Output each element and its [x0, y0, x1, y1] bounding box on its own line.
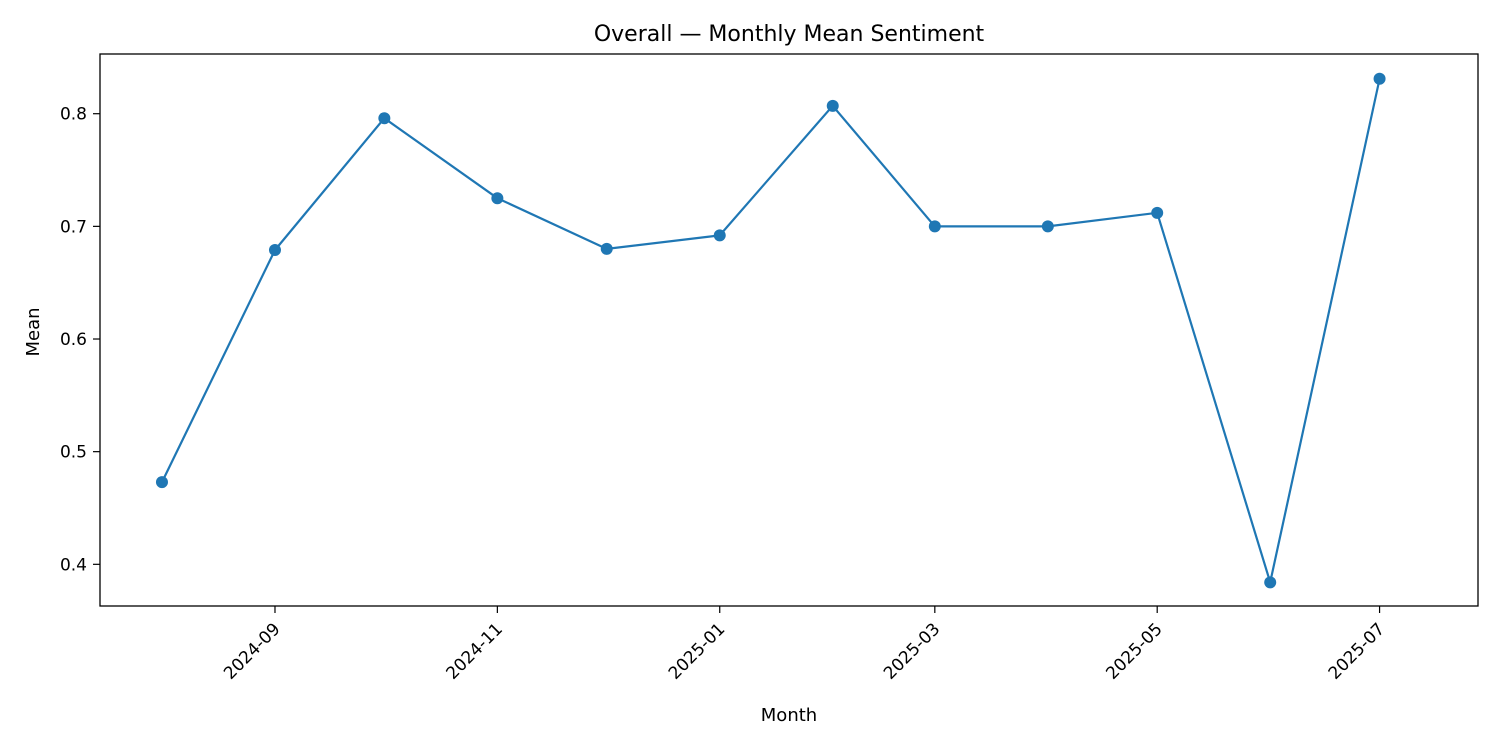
data-point-2024-12 — [600, 242, 613, 255]
y-tick-label-1: 0.5 — [60, 443, 87, 463]
data-point-2025-05 — [1151, 206, 1164, 219]
x-axis-label: Month — [761, 705, 817, 726]
y-tick-label-2: 0.6 — [60, 330, 87, 350]
data-point-2024-11 — [491, 192, 504, 205]
plot-area: 0.4 0.5 0.6 0.7 0.8 2024-09 2024-11 2025-01 2025… — [60, 53, 1479, 684]
data-point-2025-07 — [1373, 72, 1386, 85]
x-tick-label-0: 2024-09 — [220, 619, 284, 683]
x-tick-label-5: 2025-07 — [1325, 619, 1389, 683]
x-tick-label-4: 2025-05 — [1102, 619, 1166, 683]
chart-title: Overall — Monthly Mean Sentiment — [594, 22, 985, 47]
data-point-2024-08 — [155, 476, 168, 489]
y-tick-label-3: 0.7 — [60, 217, 87, 237]
data-point-2025-04 — [1041, 220, 1054, 233]
data-point-2025-06 — [1264, 576, 1277, 589]
x-tick-label-2: 2025-01 — [665, 619, 729, 683]
data-point-2025-03 — [928, 220, 941, 233]
y-axis-label: Mean — [23, 307, 44, 356]
data-point-2025-01 — [713, 229, 726, 242]
data-point-2024-10 — [378, 112, 391, 125]
y-tick-label-0: 0.4 — [60, 555, 87, 575]
x-tick-label-3: 2025-03 — [880, 619, 944, 683]
axes-frame — [99, 53, 1479, 607]
data-point-2024-09 — [268, 244, 281, 257]
x-tick-label-1: 2024-11 — [443, 619, 507, 683]
y-tick-label-4: 0.8 — [60, 105, 87, 125]
data-point-2025-02 — [826, 99, 839, 112]
series-line-0 — [161, 78, 1381, 584]
